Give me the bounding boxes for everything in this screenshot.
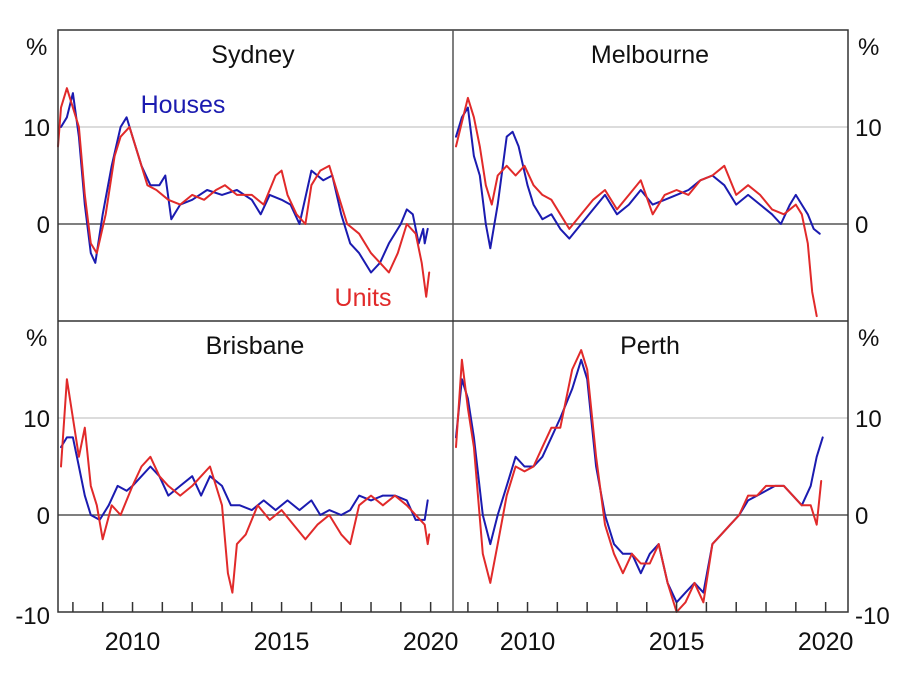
melbourne-y-tick-label: 0 [855,212,868,239]
perth-panel-title: Perth [620,332,680,360]
melbourne-y-tick-label: 10 [855,115,882,142]
melbourne-houses-line [455,106,821,250]
perth-y-tick-label: -10 [855,603,890,630]
perth-units-line [455,349,823,613]
perth-y-tick-label: 0 [855,503,868,530]
brisbane-units-line [60,378,431,594]
brisbane-y-tick-label: -10 [15,603,50,630]
perth-houses-line [455,358,824,604]
brisbane-y-tick-label: 0 [37,503,50,530]
perth-y-tick-label: 10 [855,406,882,433]
x-tick-label: 2015 [254,628,310,656]
melbourne-units-line [455,96,818,318]
x-tick-label: 2010 [105,628,161,656]
x-tick-label: 2015 [649,628,705,656]
x-tick-label: 2020 [798,628,854,656]
brisbane-panel-title: Brisbane [206,332,305,360]
brisbane-unit-label: % [26,325,47,352]
melbourne-unit-label: % [858,34,879,61]
sydney-units-line [57,87,431,298]
sydney-units-annotation: Units [335,284,392,312]
sydney-houses-line [60,92,429,274]
sydney-y-tick-label: 10 [23,115,50,142]
sydney-panel-title: Sydney [211,41,295,69]
sydney-unit-label: % [26,34,47,61]
sydney-houses-annotation: Houses [141,91,226,119]
melbourne-panel-title: Melbourne [591,41,709,69]
x-tick-label: 2010 [500,628,556,656]
sydney-y-tick-label: 0 [37,212,50,239]
x-tick-label: 2020 [403,628,459,656]
brisbane-houses-line [60,436,429,521]
brisbane-y-tick-label: 10 [23,406,50,433]
perth-unit-label: % [858,325,879,352]
